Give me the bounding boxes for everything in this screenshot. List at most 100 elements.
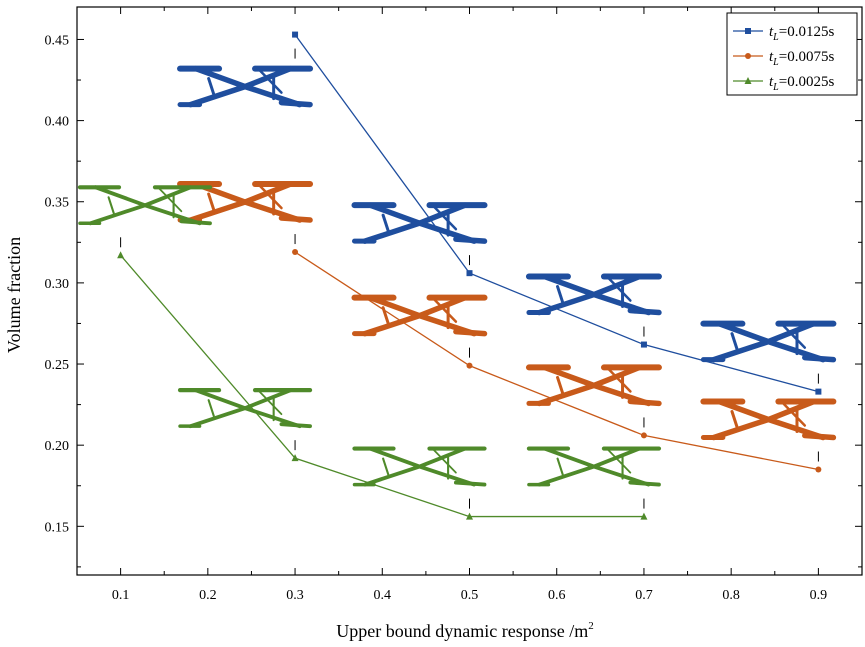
structure-insets: [77, 48, 837, 509]
series-layer: [117, 31, 822, 520]
y-tick-label: 0.25: [45, 358, 70, 373]
series-line: [294, 34, 819, 393]
truss-member: [257, 389, 283, 416]
truss-member: [256, 182, 283, 210]
data-point: [640, 432, 647, 439]
y-tick-label: 0.30: [45, 277, 70, 292]
truss-member: [207, 77, 216, 97]
y-tick-label: 0.15: [45, 520, 70, 535]
data-point: [745, 53, 751, 59]
x-axis-label: Upper bound dynamic response /m2: [336, 620, 593, 641]
structure-inset: [700, 320, 837, 363]
structure-inset: [700, 398, 837, 441]
truss-member: [431, 296, 458, 323]
data-point: [815, 466, 822, 473]
structure-inset: [525, 273, 662, 316]
truss-member: [88, 185, 193, 226]
data-point: [117, 251, 125, 259]
structure-inset: [177, 388, 313, 429]
truss-member: [780, 400, 807, 427]
truss-member: [556, 375, 565, 395]
data-point: [745, 28, 751, 34]
legend-label: tL=0.0125s: [769, 24, 834, 43]
legend-label-suffix: =0.0075s: [779, 49, 835, 65]
truss-member: [381, 213, 390, 233]
legend-label-subscript: L: [772, 57, 779, 68]
legend-label-prefix: t: [769, 49, 774, 65]
x-tick-label: 0.7: [635, 588, 653, 603]
truss-member: [730, 410, 739, 430]
structure-inset: [351, 202, 488, 244]
truss-member: [536, 273, 643, 316]
truss-member: [382, 457, 390, 476]
series-line: [294, 251, 819, 471]
y-tick-label: 0.40: [45, 115, 70, 130]
data-point: [292, 31, 299, 38]
series-group: [117, 251, 648, 520]
data-point: [744, 77, 752, 84]
truss-member: [536, 364, 643, 407]
data-point: [640, 512, 648, 520]
x-tick-label: 0.6: [548, 588, 566, 603]
y-axis-label: Volume fraction: [4, 237, 24, 353]
x-axis-label-superscript: 2: [588, 620, 594, 632]
truss-member: [362, 294, 468, 337]
truss-member: [362, 202, 468, 244]
data-point: [640, 341, 647, 348]
truss-member: [730, 332, 739, 352]
truss-member: [362, 446, 467, 487]
legend-entry: tL=0.0125s: [733, 24, 834, 43]
data-point: [291, 454, 299, 462]
truss-member: [187, 65, 294, 108]
truss-member: [711, 398, 817, 441]
truss-member: [605, 366, 632, 393]
truss-member: [556, 457, 564, 476]
series-line: [120, 254, 644, 518]
data-point: [466, 362, 473, 369]
x-tick-label: 0.4: [374, 588, 392, 603]
truss-member: [157, 186, 183, 213]
x-tick-label: 0.1: [112, 588, 130, 603]
y-tick-label: 0.20: [45, 439, 70, 454]
truss-member: [780, 322, 807, 349]
structure-inset: [351, 294, 488, 337]
truss-member: [556, 285, 565, 305]
legend-label-subscript: L: [772, 32, 779, 43]
truss-member: [606, 447, 632, 474]
truss-member: [711, 320, 817, 363]
legend-entry: tL=0.0075s: [733, 49, 834, 68]
truss-member: [537, 446, 642, 487]
truss-member: [107, 196, 115, 215]
legend-label: tL=0.0025s: [769, 74, 834, 93]
truss-member: [605, 275, 632, 302]
series-group: [292, 249, 822, 473]
truss-member: [431, 203, 458, 231]
y-tick-label: 0.45: [45, 33, 70, 48]
x-tick-label: 0.9: [810, 588, 828, 603]
truss-member: [207, 192, 216, 212]
truss-member: [431, 447, 457, 474]
structure-inset: [352, 446, 487, 487]
x-tick-label: 0.8: [722, 588, 740, 603]
x-tick-label: 0.5: [461, 588, 479, 603]
axes: 0.1 0.2 0.3 0.4 0.5 0.6 0.7 0.8 0.9 0.15 0.20 0.25 0…: [45, 6, 863, 603]
truss-member: [188, 388, 293, 429]
truss-member: [256, 67, 283, 94]
structure-inset: [177, 181, 314, 223]
truss-member: [187, 181, 294, 223]
structure-inset: [525, 364, 662, 407]
y-tick-label: 0.35: [45, 196, 70, 211]
structure-inset: [77, 185, 213, 226]
structure-inset: [177, 65, 314, 108]
x-tick-label: 0.2: [199, 588, 217, 603]
x-axis-label-main: Upper bound dynamic response /m: [336, 621, 588, 641]
legend-label-suffix: =0.0125s: [779, 24, 835, 40]
series-group: [292, 31, 822, 395]
data-point: [466, 270, 473, 277]
data-point: [466, 512, 473, 520]
structure-inset: [526, 446, 662, 487]
legend-label-prefix: t: [769, 24, 774, 40]
legend-label-suffix: =0.0025s: [779, 74, 835, 90]
